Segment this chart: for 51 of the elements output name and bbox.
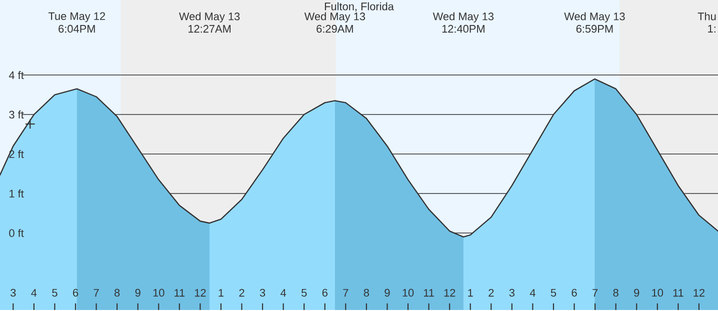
- x-tick-label: 7: [94, 289, 99, 297]
- y-tick-label: 0 ft: [9, 229, 24, 238]
- x-tick-label: 7: [592, 289, 598, 297]
- annotation: 12:40PM: [442, 25, 484, 33]
- x-tick-label: 11: [673, 289, 684, 297]
- x-tick-label: 3: [260, 289, 266, 297]
- x-tick-label: 6: [322, 289, 328, 297]
- x-tick-label: 6: [73, 289, 78, 297]
- x-tick-label: 5: [52, 289, 58, 297]
- x-tick-label: 4: [530, 289, 536, 297]
- x-tick-label: 2: [488, 289, 494, 297]
- x-tick-label: 11: [424, 289, 434, 297]
- x-tick-label: 5: [550, 289, 556, 297]
- x-tick-label: 12: [194, 289, 206, 297]
- x-tick-label: 2: [239, 289, 244, 297]
- x-tick-label: 9: [135, 289, 140, 297]
- annotation: Wed May 13: [432, 12, 494, 23]
- x-tick-label: 3: [10, 289, 16, 297]
- x-tick-label: 5: [302, 289, 307, 297]
- annotation: Wed May 13: [564, 12, 625, 23]
- x-tick-label: 6: [572, 289, 577, 297]
- x-tick-label: 10: [153, 289, 164, 297]
- x-tick-label: 1: [218, 289, 224, 297]
- x-tick-label: 11: [174, 289, 185, 297]
- y-tick-label: 3 ft: [9, 110, 24, 119]
- x-tick-label: 9: [634, 289, 640, 297]
- annotation: 6:29AM: [316, 25, 353, 33]
- annotation: Tue May 12: [48, 12, 106, 22]
- x-tick-label: 7: [343, 289, 348, 297]
- x-tick-label: 12: [694, 289, 704, 297]
- x-tick-label: 3: [509, 289, 514, 297]
- annotation: Wed May 13: [304, 12, 366, 23]
- annotation: 1:: [708, 25, 716, 33]
- annotation: Wed May 13: [179, 12, 240, 23]
- annotation: Thu: [698, 12, 716, 21]
- y-tick-label: 4 ft: [8, 71, 24, 80]
- annotation: 6:59PM: [576, 25, 613, 33]
- y-tick-label: 1 ft: [10, 190, 24, 198]
- x-tick-label: 1: [468, 289, 473, 297]
- x-tick-label: 10: [402, 289, 414, 297]
- chart-title: Fulton, Florida: [324, 2, 394, 12]
- x-tick-label: 9: [384, 289, 390, 297]
- x-tick-label: 12: [444, 289, 456, 297]
- x-tick-label: 8: [364, 289, 370, 297]
- x-tick-label: 4: [31, 289, 37, 297]
- annotation: 6:04PM: [58, 25, 95, 33]
- x-tick-label: 8: [114, 289, 120, 297]
- x-tick-label: 8: [613, 289, 618, 297]
- x-tick-label: 10: [652, 289, 664, 297]
- annotation: 12:27AM: [188, 25, 231, 33]
- x-tick-label: 4: [280, 289, 286, 297]
